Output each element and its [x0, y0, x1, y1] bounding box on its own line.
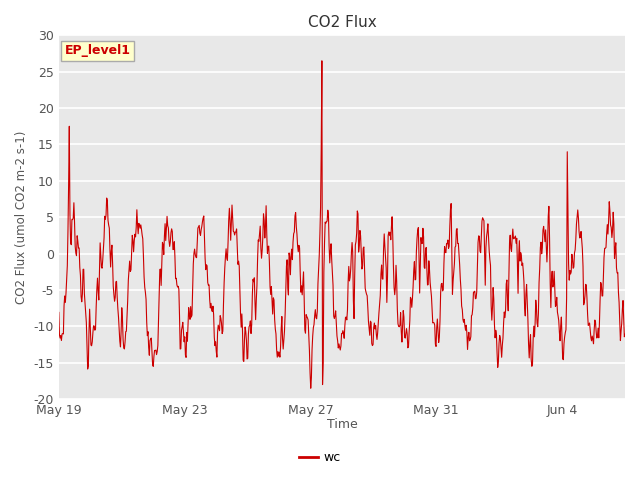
Text: EP_level1: EP_level1	[65, 45, 131, 58]
Y-axis label: CO2 Flux (umol CO2 m-2 s-1): CO2 Flux (umol CO2 m-2 s-1)	[15, 131, 28, 304]
Title: CO2 Flux: CO2 Flux	[308, 15, 376, 30]
Legend: wc: wc	[294, 446, 346, 469]
X-axis label: Time: Time	[326, 419, 357, 432]
